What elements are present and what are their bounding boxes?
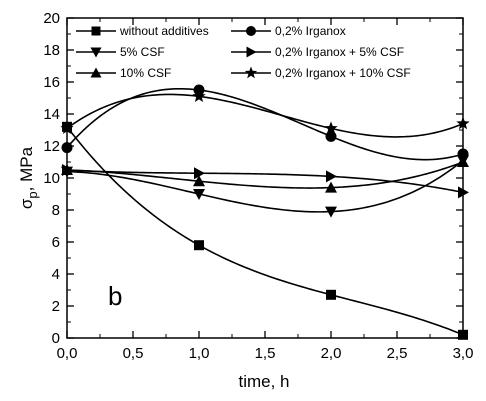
series-2-fit-line [66, 159, 464, 213]
series-3-point [326, 170, 337, 183]
x-tick-label: 2,5 [387, 345, 408, 362]
panel-label: b [108, 281, 122, 311]
y-tick-label: 10 [43, 170, 60, 187]
x-tick-label: 3,0 [453, 345, 474, 362]
y-tick-label: 6 [52, 234, 60, 251]
series-4-fit-line [66, 161, 464, 189]
y-tick-label: 4 [52, 266, 60, 283]
series-3-point [194, 167, 205, 180]
legend: without additives 0,2% Irganox 5% CSF 0,2% … [76, 24, 411, 80]
series-2-point [193, 189, 205, 200]
axes: 0,0 0,5 1,0 1,5 2,0 2,5 3,0 0 2 4 6 8 10 12 14 16 18 20 [43, 10, 473, 362]
y-tick-label: 16 [43, 74, 60, 91]
legend-marker [91, 26, 101, 36]
legend-label: 0,2% Irganox [275, 24, 346, 38]
legend-marker [90, 67, 102, 78]
legend-marker [246, 26, 256, 36]
series-5-point [324, 121, 338, 135]
y-axis-unit: , MPa [17, 146, 36, 191]
x-tick-label: 2,0 [321, 345, 342, 362]
series-5-fit-line [66, 93, 464, 138]
legend-marker [90, 47, 102, 58]
x-tick-label: 0,0 [57, 345, 78, 362]
series-2-point [325, 206, 337, 218]
legend-label: 0,2% Irganox + 5% CSF [275, 45, 404, 59]
fit-curves [66, 87, 464, 336]
x-axis-title: time, h [238, 372, 289, 391]
legend-label: without additives [119, 24, 209, 38]
y-tick-label: 8 [52, 202, 60, 219]
series-0-point [194, 240, 204, 251]
y-tick-label: 14 [43, 106, 60, 123]
series-5-point [192, 89, 206, 103]
series-3-fit-line [66, 169, 464, 194]
x-tick-label: 1,5 [255, 345, 276, 362]
legend-label: 0,2% Irganox + 10% CSF [275, 66, 411, 80]
series-0-point [326, 289, 336, 300]
legend-label: 10% CSF [120, 66, 171, 80]
legend-label: 5% CSF [120, 45, 165, 59]
series-4-point [325, 181, 337, 193]
y-tick-label: 20 [43, 10, 60, 27]
y-tick-label: 18 [43, 42, 60, 59]
series-1-point [325, 130, 337, 142]
series-0-fit-line [66, 126, 464, 336]
y-axis-symbol: σ [17, 198, 36, 209]
series-4-point [193, 175, 205, 187]
y-axis-title: σp, MPa [17, 146, 40, 209]
y-axis-subscript: p [25, 191, 40, 198]
legend-marker [246, 46, 257, 58]
legend-marker [244, 66, 258, 79]
y-tick-label: 0 [52, 330, 60, 347]
x-tick-label: 1,0 [189, 345, 210, 362]
x-tick-label: 0,5 [123, 345, 144, 362]
y-tick-label: 2 [52, 298, 60, 315]
y-tick-label: 12 [43, 138, 60, 155]
